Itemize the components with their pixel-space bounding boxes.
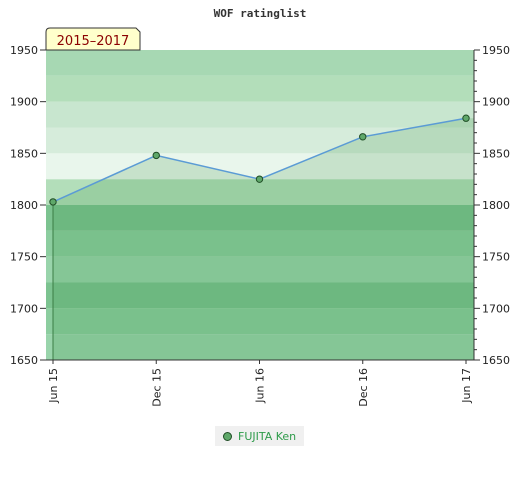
- y-tick-label-right: 1850: [482, 147, 510, 160]
- x-tick-label: Jun 17: [460, 368, 473, 404]
- y-tick-label-right: 1700: [482, 302, 510, 315]
- data-points: [49, 114, 470, 206]
- grid-band: [46, 179, 474, 205]
- y-tick-label-right: 1650: [482, 354, 510, 367]
- legend-label: FUJITA Ken: [238, 429, 297, 443]
- period-badge-label: 2015–2017: [57, 34, 130, 49]
- axes: 1650 1650 1700 1700 1750 1750 1800 1800 1850 1850…: [10, 44, 510, 407]
- grid-band: [46, 101, 474, 128]
- background-bands: [46, 50, 474, 360]
- legend-marker-icon: [223, 431, 232, 441]
- y-tick-label-right: 1800: [482, 199, 510, 212]
- y-tick-label-left: 1850: [10, 147, 38, 160]
- grid-band: [46, 334, 474, 360]
- y-tick-label-left: 1750: [10, 251, 38, 264]
- x-tick-label: Dec 15: [150, 368, 163, 407]
- data-point[interactable]: [462, 114, 470, 122]
- y-tick-label-left: 1700: [10, 302, 38, 315]
- data-point[interactable]: [49, 198, 57, 206]
- x-tick-label: Jun 15: [47, 368, 60, 404]
- grid-band: [46, 230, 474, 257]
- chart-title: WOF ratinglist: [214, 7, 307, 20]
- legend[interactable]: FUJITA Ken: [215, 426, 305, 446]
- y-tick-label-right: 1750: [482, 251, 510, 264]
- grid-band: [46, 256, 474, 283]
- grid-band: [46, 282, 474, 309]
- grid-band: [46, 153, 474, 180]
- grid-band: [46, 75, 474, 102]
- y-tick-label-left: 1900: [10, 96, 38, 109]
- grid-band: [46, 308, 474, 335]
- grid-band: [46, 50, 474, 76]
- period-badge: 2015–2017: [45, 27, 141, 51]
- grid-band: [46, 127, 474, 154]
- data-point[interactable]: [152, 151, 160, 160]
- y-tick-label-left: 1650: [10, 354, 38, 367]
- y-tick-label-left: 1800: [10, 199, 38, 212]
- x-tick-label: Jun 16: [254, 368, 267, 404]
- data-point[interactable]: [359, 133, 367, 141]
- y-tick-label-left: 1950: [10, 44, 38, 57]
- y-tick-label-right: 1950: [482, 44, 510, 57]
- grid-band: [46, 205, 474, 231]
- y-tick-label-right: 1900: [482, 96, 510, 109]
- data-point[interactable]: [255, 175, 264, 183]
- x-tick-label: Dec 16: [357, 368, 370, 407]
- series-area: [53, 118, 474, 360]
